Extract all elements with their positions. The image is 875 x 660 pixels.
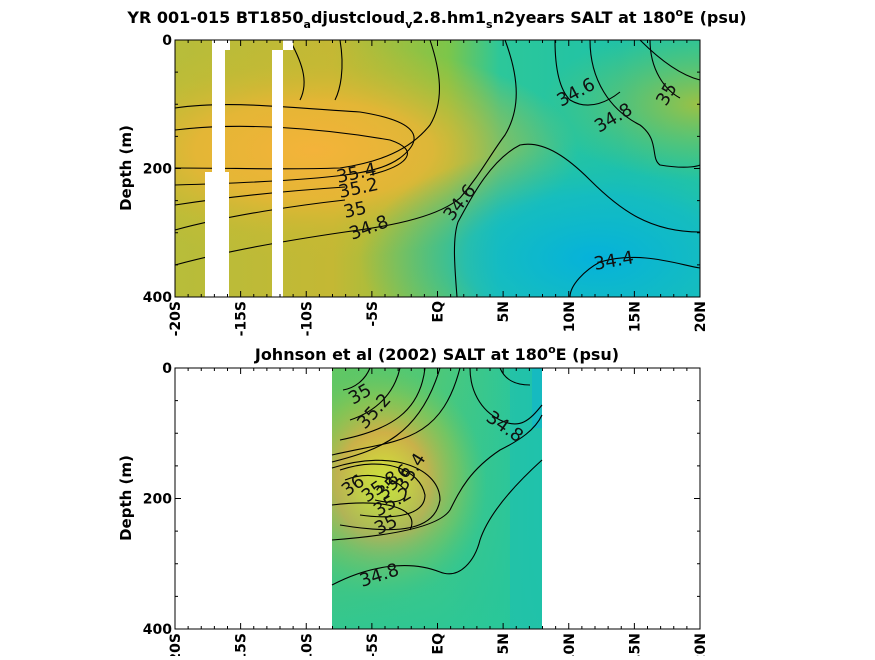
bottom-title: Johnson et al (2002) SALT at 180oE (psu) xyxy=(254,343,619,364)
y-tick-label: 200 xyxy=(143,162,172,178)
bottom-contours xyxy=(331,367,543,586)
top-contours xyxy=(174,39,701,298)
y-tick-label: 0 xyxy=(162,33,172,49)
x-tick-label: -20S xyxy=(168,633,184,656)
x-tick-label: 20N xyxy=(693,633,709,656)
x-tick-label: -5S xyxy=(365,633,381,656)
contour-label: 35 xyxy=(342,198,369,223)
x-tick-label: EQ xyxy=(431,633,447,655)
top-title: YR 001-015 BT1850adjustcloudv2.8.hm1sn2y… xyxy=(126,6,746,31)
y-tick-label: 400 xyxy=(143,622,172,638)
top-y-axis: 0 200 400 xyxy=(143,33,700,306)
x-tick-label: -15S xyxy=(234,633,250,656)
bottom-heatmap xyxy=(332,368,542,629)
top-heatmap xyxy=(175,40,700,297)
x-tick-label: 10N xyxy=(562,633,578,656)
x-tick-label: 5N xyxy=(496,633,512,654)
top-data-gaps xyxy=(205,40,293,297)
bottom-y-axis: 0 200 400 xyxy=(143,361,700,638)
x-tick-label: -10S xyxy=(299,633,315,656)
y-tick-label: 200 xyxy=(143,492,172,508)
bottom-panel: Johnson et al (2002) SALT at 180oE (psu) xyxy=(117,343,709,660)
bottom-y-label: Depth (m) xyxy=(117,455,135,541)
x-tick-label: -10S xyxy=(299,301,315,336)
y-tick-label: 400 xyxy=(143,290,172,306)
x-tick-label: 5N xyxy=(496,301,512,322)
top-panel: YR 001-015 BT1850adjustcloudv2.8.hm1sn2y… xyxy=(117,6,747,336)
x-tick-label: 15N xyxy=(627,633,643,656)
top-x-axis: -20S -15S -10S -5S EQ 5N 10N 15N 20N xyxy=(168,40,709,336)
y-tick-label: 0 xyxy=(162,361,172,377)
x-tick-label: 15N xyxy=(627,301,643,332)
x-tick-label: -15S xyxy=(234,301,250,336)
x-tick-label: -5S xyxy=(365,301,381,327)
x-tick-label: EQ xyxy=(431,301,447,323)
x-tick-label: -20S xyxy=(168,301,184,336)
x-tick-label: 10N xyxy=(562,301,578,332)
x-tick-label: 20N xyxy=(693,301,709,332)
bottom-x-axis: -20S -15S -10S -5S EQ 5N 10N 15N 20N xyxy=(168,368,709,660)
top-y-label: Depth (m) xyxy=(117,125,135,211)
